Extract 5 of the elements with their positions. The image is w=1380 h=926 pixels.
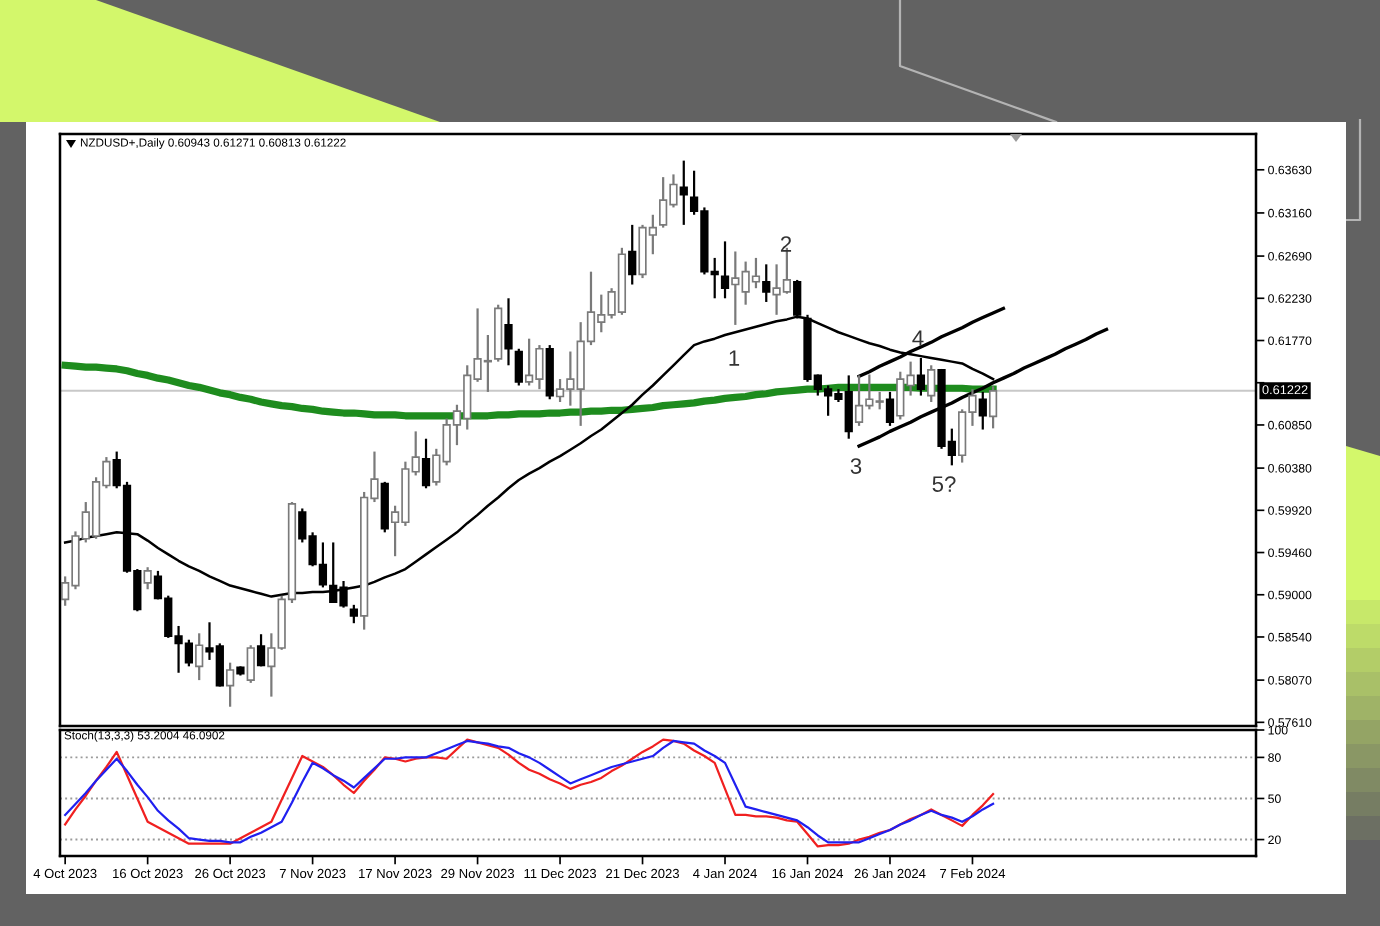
annotation: 5? [932, 476, 956, 492]
annotation: 4 [912, 330, 924, 346]
annotation: 3 [850, 458, 862, 474]
annotation: 1 [729, 350, 740, 366]
annotation: 2 [780, 236, 792, 252]
